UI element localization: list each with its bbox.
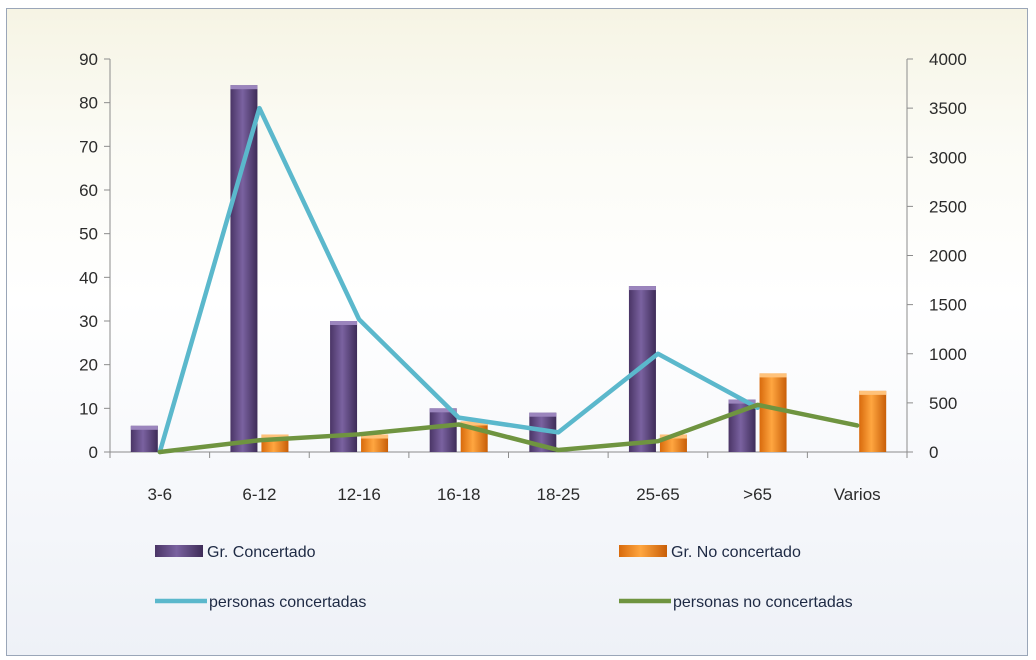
bar-concertado <box>430 408 457 452</box>
x-tick-label: 18-25 <box>537 485 580 504</box>
left-tick-label: 0 <box>89 443 98 462</box>
left-tick-label: 70 <box>79 137 98 156</box>
left-tick-label: 30 <box>79 312 98 331</box>
bar-cap <box>131 426 158 430</box>
bar-cap <box>629 286 656 290</box>
bar-no-concertado <box>760 373 787 452</box>
chart-frame: 0 10 20 30 40 50 60 70 80 90 0 500 1000 1500 2000 2500 3… <box>6 8 1028 656</box>
x-tick-label: 3-6 <box>148 485 173 504</box>
x-tick-label: >65 <box>743 485 772 504</box>
right-tick-label: 1500 <box>929 296 967 315</box>
bar-concertado <box>330 321 357 452</box>
left-tick-label: 90 <box>79 50 98 69</box>
bar-cap <box>760 373 787 377</box>
bar-cap <box>330 321 357 325</box>
bar-concertado <box>230 85 257 452</box>
bar-no-concertado <box>859 391 886 452</box>
left-tick-label: 50 <box>79 225 98 244</box>
x-tick-label: Varios <box>834 485 881 504</box>
legend-label: Gr. Concertado <box>207 544 316 561</box>
chart-svg: 0 10 20 30 40 50 60 70 80 90 0 500 1000 1500 2000 2500 3… <box>7 9 1029 657</box>
bar-cap <box>230 85 257 89</box>
legend-label: personas concertadas <box>209 594 366 611</box>
bar-cap <box>859 391 886 395</box>
legend-label: personas no concertadas <box>673 594 853 611</box>
left-tick-label: 80 <box>79 94 98 113</box>
x-tick-label: 6-12 <box>242 485 276 504</box>
right-tick-label: 4000 <box>929 50 967 69</box>
right-tick-label: 1000 <box>929 345 967 364</box>
legend-label: Gr. No concertado <box>671 544 801 561</box>
right-tick-label: 3000 <box>929 148 967 167</box>
right-tick-label: 500 <box>929 394 957 413</box>
bar-concertado <box>629 286 656 452</box>
bar-cap <box>529 413 556 417</box>
legend-swatch <box>155 545 203 557</box>
right-tick-label: 3500 <box>929 99 967 118</box>
left-tick-label: 40 <box>79 268 98 287</box>
left-tick-label: 60 <box>79 181 98 200</box>
left-tick-label: 10 <box>79 399 98 418</box>
right-tick-label: 2500 <box>929 197 967 216</box>
x-tick-label: 12-16 <box>337 485 380 504</box>
right-tick-label: 0 <box>929 443 938 462</box>
legend-swatch <box>619 545 667 557</box>
x-tick-label: 16-18 <box>437 485 480 504</box>
left-tick-label: 20 <box>79 356 98 375</box>
x-tick-label: 25-65 <box>636 485 679 504</box>
right-tick-label: 2000 <box>929 247 967 266</box>
